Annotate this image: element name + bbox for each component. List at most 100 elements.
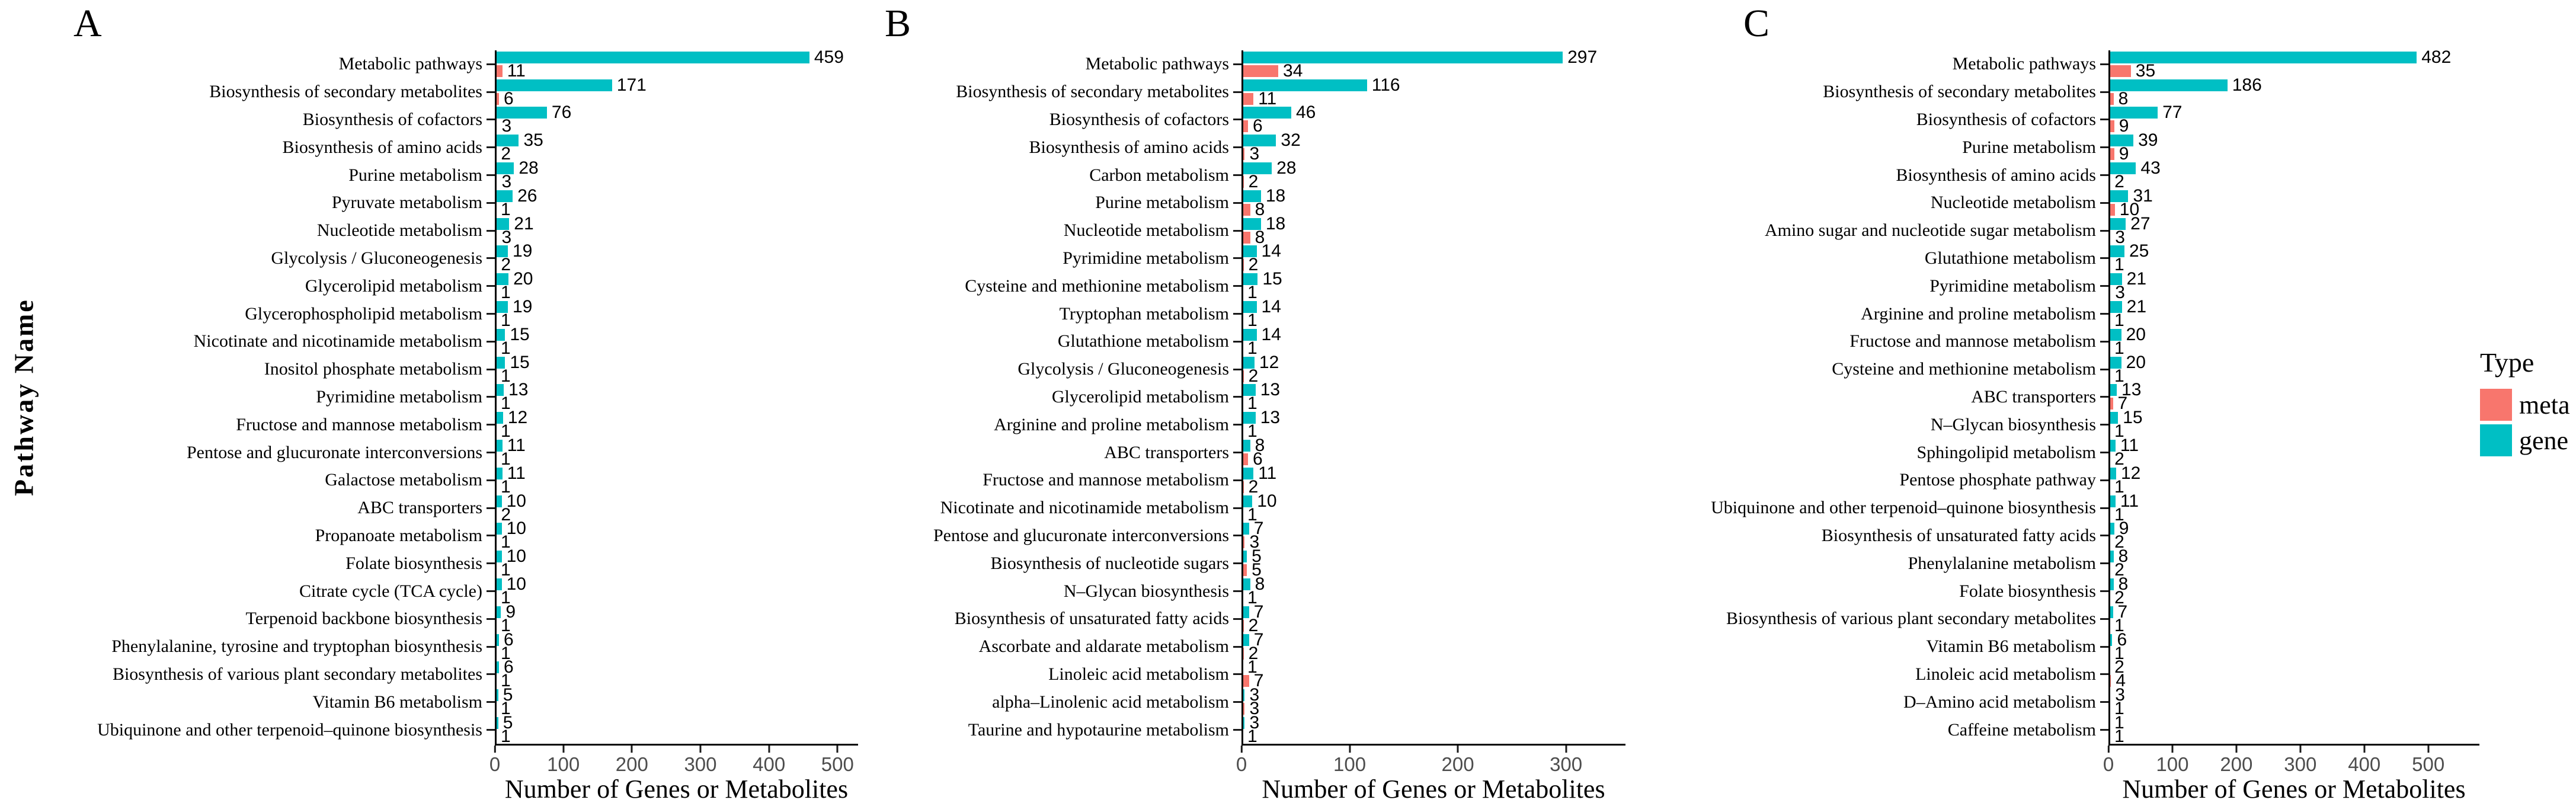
- meta-value-label: 1: [501, 449, 511, 469]
- gene-bar-line: 31: [2108, 187, 2479, 204]
- bar-slot: 11 1: [495, 437, 858, 469]
- meta-value-label: 3: [501, 172, 512, 192]
- gene-bar-line: 3: [1241, 686, 1625, 704]
- table-row: Glycolysis / Gluconeogenesis 19 2: [47, 242, 858, 275]
- y-tick-mark: [487, 479, 495, 481]
- meta-bar-line: 8: [1241, 200, 1625, 218]
- bar-slot: 14 2: [1241, 242, 1625, 274]
- gene-value-label: 10: [506, 519, 526, 539]
- table-row: Glutathione metabolism 25 1: [1717, 242, 2479, 274]
- bar-slot: 77 9: [2108, 104, 2479, 135]
- meta-value-label: 2: [2114, 532, 2124, 552]
- gene-bar-line: 39: [2108, 132, 2479, 149]
- pathway-label: Phenylalanine metabolism: [1908, 553, 2096, 573]
- y-tick-mark: [2100, 202, 2108, 204]
- pathway-label: Pyrimidine metabolism: [1063, 248, 1229, 268]
- y-axis-line: [495, 50, 497, 746]
- meta-value-label: 2: [2114, 172, 2124, 192]
- table-row: Glycerolipid metabolism 13 1: [859, 381, 1625, 412]
- meta-bar-line: 1: [2108, 728, 2479, 746]
- legend-title: Type: [2480, 347, 2535, 378]
- y-tick-mark: [1233, 507, 1241, 509]
- y-tick-mark: [487, 535, 495, 537]
- y-tick-mark: [487, 645, 495, 648]
- gene-bar: [495, 578, 502, 591]
- x-tick: 300: [684, 746, 717, 775]
- pathway-label: Biosynthesis of amino acids: [1896, 165, 2096, 185]
- gene-bar: [495, 551, 502, 563]
- meta-value-label: 2: [501, 255, 511, 275]
- meta-value-label: 8: [2118, 88, 2129, 108]
- meta-bar-line: 1: [1241, 728, 1625, 746]
- pathway-label: Biosynthesis of unsaturated fatty acids: [954, 609, 1229, 629]
- x-tick-label: 0: [489, 753, 501, 775]
- x-tick: 500: [821, 746, 854, 774]
- pathway-label: Glutathione metabolism: [1057, 331, 1229, 351]
- meta-bar-line: 1: [495, 395, 858, 412]
- x-tick: 200: [2220, 746, 2252, 774]
- meta-bar-line: 3: [1241, 145, 1625, 163]
- x-tick: 100: [547, 746, 580, 774]
- y-tick-mark: [487, 313, 495, 315]
- gene-bar-line: 12: [2108, 464, 2479, 482]
- x-tick: 400: [2348, 746, 2380, 774]
- table-row: Pentose and glucuronate interconversions…: [859, 520, 1625, 551]
- gene-value-label: 3: [1249, 713, 1260, 733]
- meta-bar-line: 1: [495, 700, 858, 718]
- y-tick-mark: [2100, 174, 2108, 177]
- gene-bar: [2108, 301, 2122, 314]
- bar-slot: 21 3: [495, 215, 858, 246]
- meta-bar-line: 2: [495, 255, 858, 275]
- gene-bar-line: 8: [1241, 437, 1625, 455]
- x-axis-title: Number of Genes or Metabolites: [2122, 775, 2466, 804]
- gene-value-label: 8: [1255, 574, 1265, 594]
- meta-bar-line: 1: [2108, 644, 2479, 662]
- meta-bar-line: 3: [495, 228, 858, 246]
- table-row: Fructose and mannose metabolism 20 1: [1717, 325, 2479, 357]
- y-tick-mark: [2100, 424, 2108, 426]
- table-row: Vitamin B6 metabolism 5 1: [47, 686, 858, 718]
- pathway-label: Vitamin B6 metabolism: [1926, 637, 2096, 657]
- meta-bar: [1241, 564, 1247, 577]
- table-row: Biosynthesis of cofactors 46 6: [859, 104, 1625, 135]
- pathway-label: Purine metabolism: [1962, 137, 2096, 157]
- gene-value-label: 14: [1261, 297, 1281, 317]
- table-row: Pyrimidine metabolism 21 3: [1717, 270, 2479, 303]
- gene-bar-line: 186: [2108, 76, 2479, 94]
- table-row: Pyrimidine metabolism 14 2: [859, 242, 1625, 274]
- table-row: Taurine and hypotaurine metabolism 3 1: [859, 713, 1625, 746]
- chart-panel-a: A Metabolic pathways 459 11 Biosynthesis of…: [47, 0, 859, 806]
- x-tick-mark: [768, 746, 770, 753]
- meta-bar-line: 2: [1241, 478, 1625, 495]
- meta-value-label: 1: [501, 421, 511, 442]
- bar-slot: 43 2: [2108, 159, 2479, 192]
- gene-value-label: 20: [2126, 352, 2146, 372]
- y-tick-mark: [487, 368, 495, 370]
- legend-item-label: meta: [2519, 390, 2570, 420]
- gene-bar-line: 14: [1241, 297, 1625, 317]
- pathway-label: Nicotinate and nicotinamide metabolism: [193, 331, 482, 351]
- pathway-label: Taurine and hypotaurine metabolism: [968, 719, 1229, 740]
- table-row: Glutathione metabolism 14 1: [859, 325, 1625, 357]
- y-tick-mark: [2100, 257, 2108, 260]
- gene-bar: [2108, 328, 2121, 341]
- bars-area: Metabolic pathways 459 11 Biosynthesis of s…: [47, 48, 858, 745]
- gene-bar: [495, 162, 514, 175]
- x-tick: 400: [753, 746, 785, 774]
- y-tick-mark: [487, 424, 495, 426]
- gene-bar: [1241, 79, 1367, 91]
- meta-bar-line: 1: [495, 367, 858, 385]
- gene-bar: [2108, 356, 2121, 369]
- y-tick-mark: [1233, 63, 1241, 65]
- meta-bar-line: 1: [495, 284, 858, 302]
- y-tick-mark: [1233, 174, 1241, 177]
- y-axis-title-gutter: Pathway Name: [0, 0, 47, 806]
- x-axis-ticks: 0 100 200 300 400 500: [2103, 746, 2479, 778]
- meta-value-label: 3: [2115, 283, 2125, 303]
- pathway-label: Biosynthesis of various plant secondary …: [112, 664, 482, 684]
- x-tick-label: 300: [684, 753, 717, 775]
- meta-value-label: 2: [501, 504, 511, 524]
